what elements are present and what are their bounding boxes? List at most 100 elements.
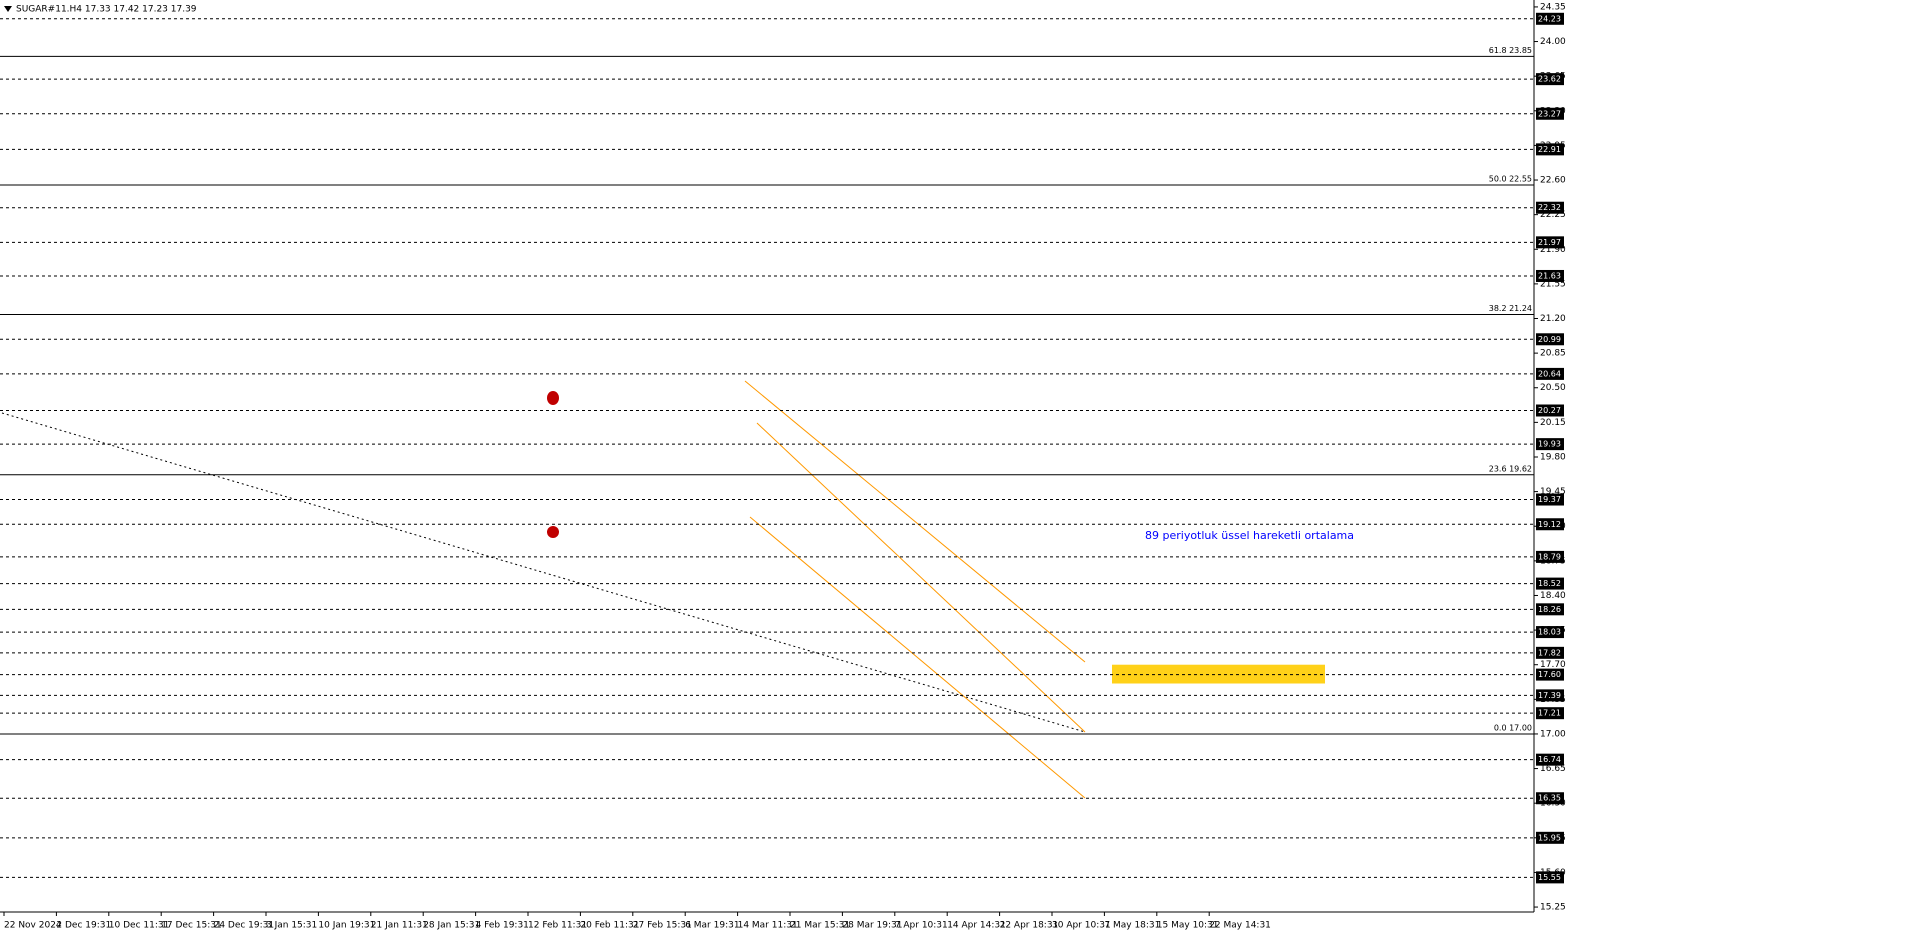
level-label: 21.97 <box>1538 238 1561 247</box>
level-label-box <box>1536 269 1564 282</box>
level-label: 17.39 <box>1538 691 1561 700</box>
level-label: 24.23 <box>1538 14 1561 23</box>
level-label: 15.55 <box>1538 873 1561 882</box>
level-label-box <box>1536 493 1564 506</box>
level-label: 23.62 <box>1538 75 1561 84</box>
y-tick-label: 24.35 <box>1540 2 1566 12</box>
level-label-box <box>1536 333 1564 346</box>
x-tick-label: 2 Dec 19:31 <box>56 921 111 931</box>
level-label-box <box>1536 201 1564 214</box>
level-label-box <box>1536 12 1564 25</box>
y-tick-label: 22.60 <box>1540 176 1566 186</box>
y-tick-label: 21.90 <box>1540 245 1566 255</box>
level-label: 22.32 <box>1538 203 1561 212</box>
level-label: 18.52 <box>1538 579 1561 588</box>
x-tick-label: 22 Nov 2024 <box>4 921 62 931</box>
level-label-box <box>1536 792 1564 805</box>
level-label-box <box>1536 518 1564 531</box>
x-tick-label: 28 Mar 19:31 <box>842 921 902 931</box>
level-label: 17.60 <box>1538 670 1561 679</box>
trendline <box>1 412 1086 733</box>
y-tick-label: 15.25 <box>1540 903 1566 913</box>
chart-title: SUGAR#11.H4 17.33 17.42 17.23 17.39 <box>16 5 197 15</box>
level-label: 22.91 <box>1538 145 1561 154</box>
x-tick-label: 6 Mar 19:31 <box>685 921 739 931</box>
level-label: 20.27 <box>1538 406 1561 415</box>
y-tick-label: 20.15 <box>1540 418 1566 428</box>
x-tick-label: 10 Jan 19:31 <box>318 921 375 931</box>
x-tick-label: 4 Feb 19:31 <box>476 921 529 931</box>
level-label-box <box>1536 73 1564 86</box>
level-label: 20.99 <box>1538 335 1561 344</box>
level-label: 15.95 <box>1538 833 1561 842</box>
x-tick-label: 3 Jan 15:31 <box>266 921 317 931</box>
level-label: 17.82 <box>1538 648 1561 657</box>
fib-label: 23.6 19.62 <box>1489 464 1532 473</box>
level-label-box <box>1536 404 1564 417</box>
level-label: 21.63 <box>1538 271 1561 280</box>
x-tick-label: 22 Apr 18:31 <box>1000 921 1059 931</box>
x-tick-label: 22 May 14:31 <box>1209 921 1271 931</box>
x-tick-label: 7 Apr 10:31 <box>895 921 948 931</box>
fib-label: 0.0 17.00 <box>1494 723 1532 732</box>
y-tick-label: 21.55 <box>1540 279 1566 289</box>
level-label: 18.26 <box>1538 605 1561 614</box>
x-tick-label: 24 Dec 19:31 <box>214 921 275 931</box>
level-label-box <box>1536 668 1564 681</box>
level-label-box <box>1536 577 1564 590</box>
y-tick-label: 16.65 <box>1540 764 1566 774</box>
channel-line <box>749 516 1086 799</box>
x-tick-label: 17 Dec 15:31 <box>161 921 222 931</box>
level-label: 16.74 <box>1538 755 1561 764</box>
level-label-box <box>1536 143 1564 156</box>
x-tick-label: 12 Feb 11:31 <box>528 921 587 931</box>
level-label-box <box>1536 438 1564 451</box>
y-tick-label: 19.45 <box>1540 487 1566 497</box>
marker <box>547 391 559 405</box>
level-label: 23.27 <box>1538 109 1561 118</box>
level-label: 18.79 <box>1538 552 1561 561</box>
level-label-box <box>1536 603 1564 616</box>
y-tick-label: 20.85 <box>1540 349 1566 359</box>
x-tick-label: 20 Feb 11:31 <box>580 921 639 931</box>
level-label: 19.93 <box>1538 440 1561 449</box>
x-tick-label: 10 Dec 11:31 <box>109 921 170 931</box>
level-label: 19.37 <box>1538 495 1561 504</box>
x-tick-label: 14 Mar 11:31 <box>738 921 798 931</box>
x-tick-label: 15 May 10:31 <box>1157 921 1219 931</box>
menu-arrow <box>4 6 12 12</box>
x-tick-label: 27 Feb 15:31 <box>633 921 692 931</box>
level-label: 19.12 <box>1538 520 1561 529</box>
y-tick-label: 21.20 <box>1540 314 1566 324</box>
level-label-box <box>1536 236 1564 249</box>
level-label-box <box>1536 753 1564 766</box>
level-label: 16.35 <box>1538 794 1561 803</box>
x-tick-label: 14 Apr 14:31 <box>947 921 1006 931</box>
x-tick-label: 7 May 18:31 <box>1104 921 1160 931</box>
x-tick-label: 28 Jan 15:31 <box>423 921 480 931</box>
y-tick-label: 17.70 <box>1540 660 1566 670</box>
channel-line <box>744 380 1086 663</box>
x-tick-label: 21 Mar 15:31 <box>790 921 850 931</box>
level-label: 20.64 <box>1538 369 1561 378</box>
y-tick-label: 22.25 <box>1540 210 1566 220</box>
level-label: 18.03 <box>1538 628 1561 637</box>
level-label-box <box>1536 107 1564 120</box>
marker <box>547 526 559 538</box>
y-tick-label: 18.40 <box>1540 591 1566 601</box>
y-tick-label: 19.80 <box>1540 452 1566 462</box>
fib-label: 61.8 23.85 <box>1489 46 1532 55</box>
level-label-box <box>1536 646 1564 659</box>
fib-label: 38.2 21.24 <box>1489 304 1532 313</box>
x-tick-label: 30 Apr 10:31 <box>1052 921 1111 931</box>
level-label-box <box>1536 707 1564 720</box>
y-tick-label: 20.50 <box>1540 383 1566 393</box>
y-tick-label: 24.00 <box>1540 37 1566 47</box>
x-tick-label: 21 Jan 11:31 <box>371 921 428 931</box>
level-label-box <box>1536 689 1564 702</box>
level-label-box <box>1536 550 1564 563</box>
level-label-box <box>1536 626 1564 639</box>
level-label-box <box>1536 367 1564 380</box>
